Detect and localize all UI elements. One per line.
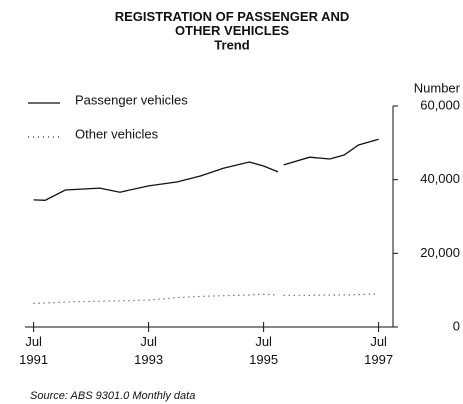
y-tick-label: 40,000 <box>420 171 460 186</box>
chart-subtitle: Trend <box>214 37 249 52</box>
x-tick-label: Jul 1997 <box>364 334 393 367</box>
series-line <box>33 138 379 201</box>
source: Source: ABS 9301.0 Monthly data <box>30 390 195 402</box>
legend-label: Other vehicles <box>75 126 159 141</box>
chart-title: REGISTRATION OF PASSENGER AND OTHER VEHIC… <box>115 9 350 38</box>
legend-label: Passenger vehicles <box>75 92 188 107</box>
y-tick-label: 20,000 <box>420 245 460 260</box>
x-tick-label: Jul 1991 <box>19 334 48 367</box>
x-tick-label: Jul 1993 <box>134 334 163 367</box>
y-axis-label: Number <box>414 80 461 95</box>
series-line <box>33 293 379 304</box>
y-tick-label: 60,000 <box>420 97 460 112</box>
y-tick-label: 0 <box>453 318 460 333</box>
x-tick-label: Jul 1995 <box>249 334 278 367</box>
